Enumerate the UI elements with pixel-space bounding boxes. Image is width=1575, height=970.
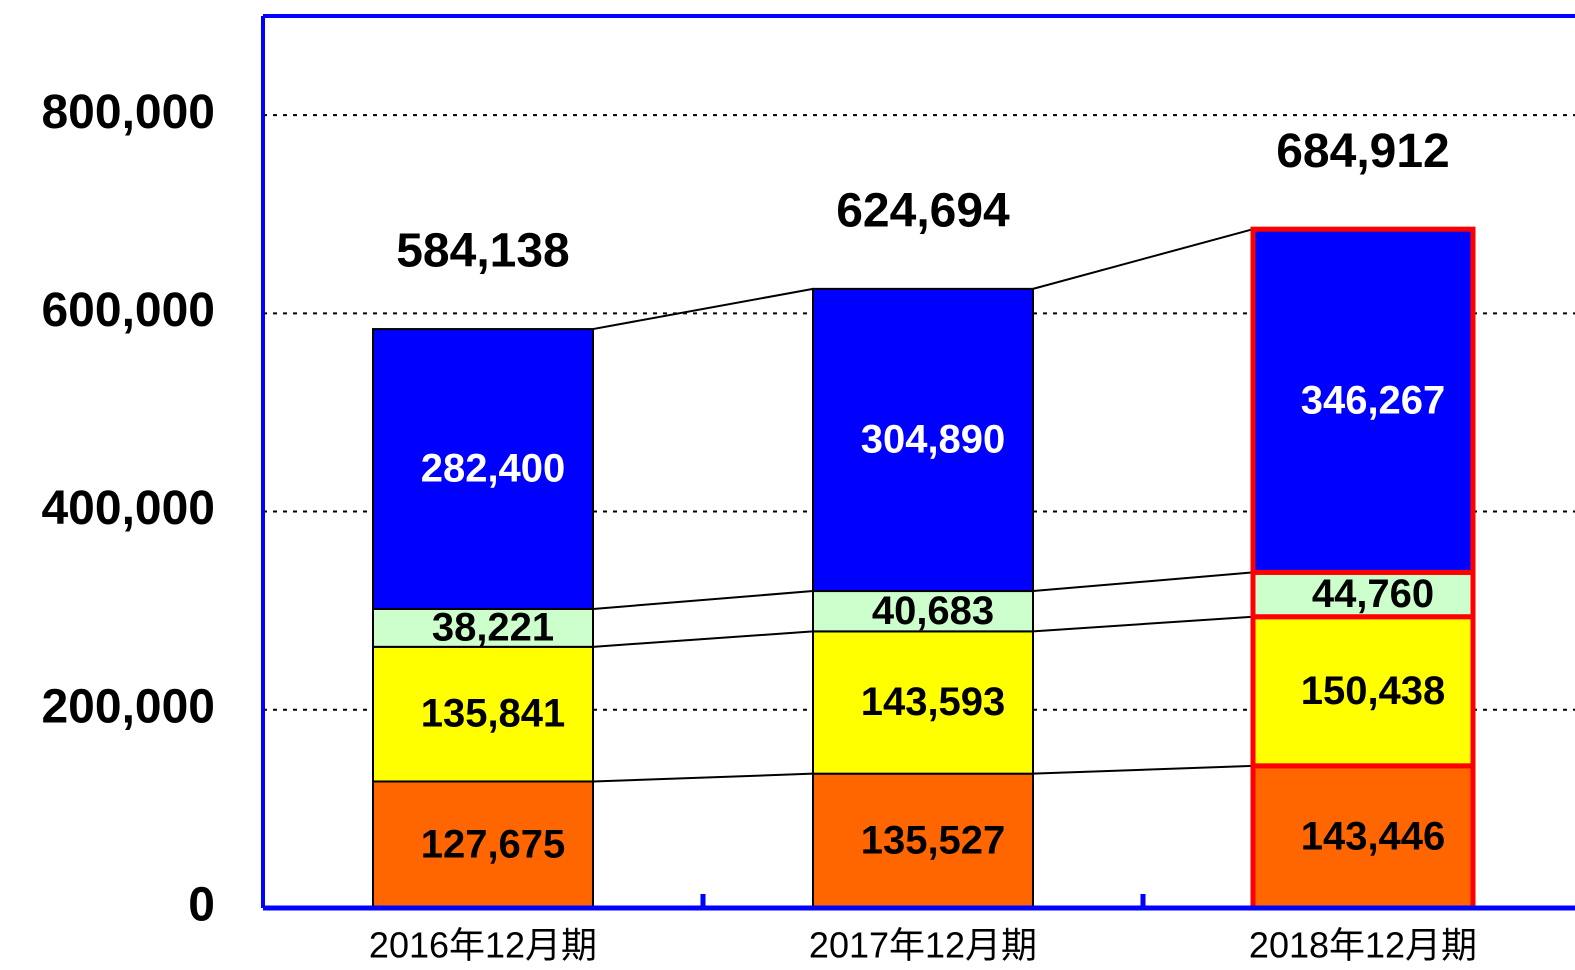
value-label: 127,675 [421,822,566,866]
bar-segment [1250,614,1476,769]
connector [1032,615,1254,633]
bar-segment [372,645,594,783]
bar-segment [1250,569,1476,620]
value-label: 135,527 [861,818,1006,862]
x-tick-label: 2018年12月期 [1249,925,1477,966]
y-tick-label: 600,000 [41,284,215,337]
bar-segment [812,590,1034,633]
value-label: 44,760 [1312,572,1434,616]
bar-segment [372,328,594,610]
y-tick-label: 400,000 [41,482,215,535]
bar-segment [812,630,1034,775]
value-label: 38,221 [432,605,554,649]
connector [592,287,814,331]
connector [592,772,814,783]
value-label: 135,841 [421,692,566,736]
value-label: 40,683 [872,589,994,633]
value-label: 304,890 [861,418,1006,462]
connector [592,630,814,648]
total-label: 684,912 [1276,125,1450,178]
total-label: 624,694 [836,185,1010,238]
y-tick-label: 0 [188,879,215,932]
value-label: 143,593 [861,680,1006,724]
connector [1032,764,1254,775]
value-label: 150,438 [1301,669,1446,713]
value-label: 346,267 [1301,378,1446,422]
y-tick-label: 200,000 [41,680,215,733]
bar-segment [372,607,594,648]
value-label: 282,400 [421,447,566,491]
connector [1032,571,1254,593]
bar-segment [1250,226,1476,575]
bar-segment [812,287,1034,593]
x-tick-label: 2017年12月期 [809,925,1037,966]
x-tick-label: 2016年12月期 [369,925,597,966]
total-label: 584,138 [396,225,570,278]
bar-segment [812,772,1034,909]
connector [1032,228,1254,290]
y-tick-label: 800,000 [41,86,215,139]
value-label: 143,446 [1301,814,1446,858]
connector [592,590,814,610]
